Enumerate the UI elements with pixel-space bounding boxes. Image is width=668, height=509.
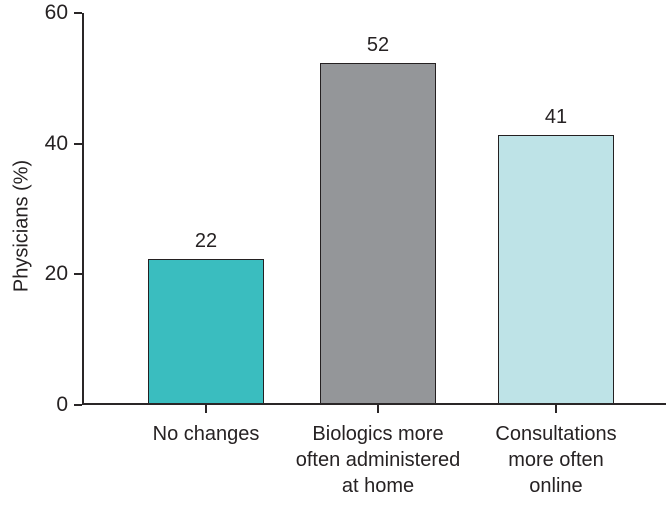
x-category-label: Consultations more often online [441, 421, 668, 499]
x-category-line: often administered [295, 449, 461, 471]
plot-area: 0 20 40 60 22 No changes 52 Biologics more often… [45, 2, 666, 497]
y-tick [74, 12, 82, 14]
y-tick-label: 20 [44, 262, 68, 286]
x-category-line: Biologics more [312, 423, 444, 445]
y-tick [74, 142, 82, 145]
x-tick [555, 405, 557, 413]
x-category-line: more often [508, 449, 604, 471]
x-category-label: Biologics more often administered at home [263, 421, 493, 499]
bar-value-label: 41 [544, 106, 568, 129]
bar [498, 135, 614, 403]
x-category-line: at home [341, 475, 415, 497]
x-category-line: online [529, 475, 583, 497]
x-tick [377, 405, 379, 413]
x-category-label: No changes [91, 421, 321, 447]
x-tick [205, 405, 207, 413]
y-tick [74, 404, 82, 406]
y-tick-label: 60 [44, 1, 68, 24]
bar-value-label: 22 [194, 230, 218, 253]
x-category-line: No changes [152, 423, 260, 445]
bar [148, 259, 264, 403]
bar [320, 63, 436, 403]
bar-value-label: 52 [366, 34, 390, 57]
x-category-line: Consultations [495, 423, 617, 445]
y-tick-label: 40 [44, 131, 68, 155]
y-tick [74, 273, 82, 276]
y-tick-label: 0 [56, 393, 68, 416]
